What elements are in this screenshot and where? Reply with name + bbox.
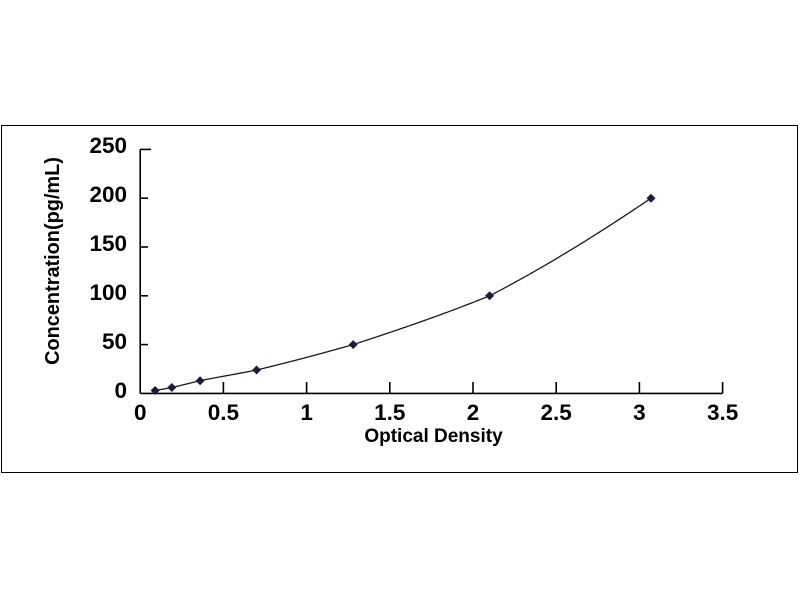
svg-text:2.5: 2.5 (541, 400, 572, 425)
svg-text:0: 0 (114, 378, 127, 403)
svg-text:150: 150 (89, 231, 127, 256)
svg-text:Optical Density: Optical Density (364, 426, 503, 447)
svg-text:2: 2 (467, 400, 480, 425)
svg-text:3.5: 3.5 (707, 400, 738, 425)
svg-text:200: 200 (89, 182, 127, 207)
svg-text:100: 100 (89, 280, 127, 305)
svg-text:50: 50 (102, 329, 127, 354)
svg-text:250: 250 (89, 133, 127, 158)
svg-text:3: 3 (633, 400, 646, 425)
svg-text:1.5: 1.5 (374, 400, 405, 425)
svg-text:Concentration(pg/mL): Concentration(pg/mL) (42, 157, 64, 365)
svg-text:1: 1 (300, 400, 313, 425)
svg-text:0: 0 (134, 400, 147, 425)
svg-text:0.5: 0.5 (208, 400, 239, 425)
